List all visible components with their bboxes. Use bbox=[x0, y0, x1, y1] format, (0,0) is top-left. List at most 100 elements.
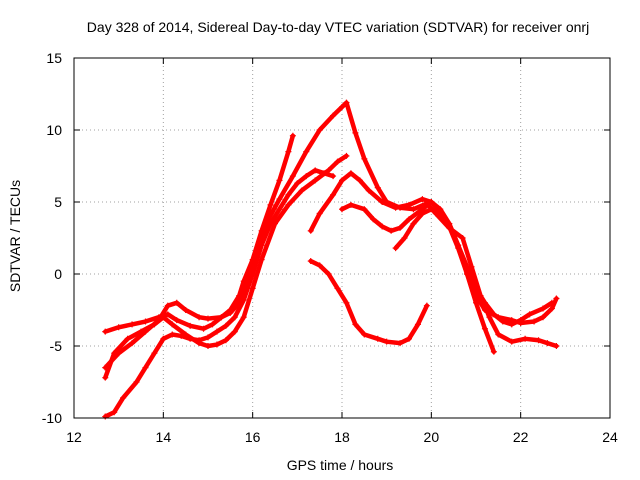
data-point-marker bbox=[459, 235, 466, 241]
data-point-marker bbox=[410, 220, 417, 227]
data-point-marker bbox=[339, 177, 345, 184]
data-point-marker bbox=[173, 317, 180, 324]
data-point-marker bbox=[339, 206, 345, 213]
data-point-marker bbox=[240, 296, 247, 303]
data-point-marker bbox=[397, 340, 404, 347]
data-point-marker bbox=[490, 348, 497, 355]
data-point-marker bbox=[285, 191, 292, 198]
data-point-marker bbox=[352, 129, 359, 136]
data-point-marker bbox=[276, 196, 283, 203]
data-point-marker bbox=[428, 199, 435, 205]
data-point-marker bbox=[249, 285, 256, 292]
data-point-marker bbox=[249, 271, 256, 277]
data-point-marker bbox=[155, 317, 162, 324]
data-point-marker bbox=[392, 245, 399, 252]
data-point-marker bbox=[227, 309, 234, 316]
data-point-marker bbox=[303, 173, 310, 180]
data-point-marker bbox=[187, 322, 194, 329]
data-point-marker bbox=[307, 227, 314, 234]
data-point-marker bbox=[370, 216, 377, 223]
data-point-marker bbox=[316, 262, 323, 269]
x-axis-label: GPS time / hours bbox=[287, 457, 394, 473]
series-track-8 bbox=[392, 206, 497, 355]
y-tick-label: 0 bbox=[54, 266, 62, 282]
data-point-marker bbox=[316, 210, 323, 217]
data-point-marker bbox=[164, 311, 171, 318]
data-point-marker bbox=[182, 307, 189, 313]
y-axis-label: SDTVAR / TECUs bbox=[7, 180, 23, 292]
data-point-marker bbox=[517, 317, 524, 324]
data-point-marker bbox=[294, 180, 301, 187]
data-point-marker bbox=[361, 331, 368, 338]
data-point-marker bbox=[428, 206, 435, 213]
data-point-marker bbox=[419, 210, 426, 217]
data-point-marker bbox=[548, 299, 555, 306]
data-point-marker bbox=[374, 335, 381, 342]
series-track-7 bbox=[307, 258, 430, 347]
y-tick-label: -5 bbox=[50, 338, 63, 354]
data-point-marker bbox=[196, 314, 203, 321]
data-point-marker bbox=[115, 350, 122, 357]
data-point-marker bbox=[379, 199, 386, 205]
data-point-marker bbox=[222, 337, 229, 344]
data-point-marker bbox=[102, 413, 109, 420]
data-point-marker bbox=[115, 324, 122, 331]
data-point-marker bbox=[169, 321, 176, 328]
data-point-marker bbox=[410, 206, 417, 213]
data-point-marker bbox=[142, 328, 149, 335]
y-tick-label: 5 bbox=[54, 194, 62, 210]
data-point-marker bbox=[213, 328, 220, 335]
data-point-marker bbox=[414, 321, 421, 328]
data-point-marker bbox=[481, 307, 488, 313]
data-point-marker bbox=[178, 332, 185, 339]
data-point-marker bbox=[200, 325, 207, 332]
series-track-6 bbox=[339, 199, 555, 328]
data-point-marker bbox=[267, 220, 274, 227]
data-point-marker bbox=[303, 148, 310, 155]
data-point-marker bbox=[540, 305, 546, 312]
series-line bbox=[103, 133, 296, 334]
data-point-marker bbox=[289, 132, 296, 139]
data-point-marker bbox=[129, 321, 136, 328]
data-point-marker bbox=[330, 173, 337, 180]
data-point-marker bbox=[481, 299, 488, 306]
data-point-marker bbox=[343, 299, 350, 306]
data-point-marker bbox=[419, 196, 426, 203]
data-point-marker bbox=[473, 299, 479, 306]
data-point-marker bbox=[142, 318, 149, 325]
data-point-marker bbox=[133, 379, 140, 385]
data-point-marker bbox=[347, 170, 354, 177]
data-point-marker bbox=[406, 216, 412, 223]
data-point-marker bbox=[437, 209, 444, 216]
data-point-marker bbox=[276, 177, 283, 184]
data-point-marker bbox=[111, 409, 118, 416]
data-point-marker bbox=[240, 314, 247, 321]
data-point-marker bbox=[526, 311, 533, 318]
data-point-marker bbox=[124, 335, 131, 342]
data-point-marker bbox=[205, 343, 211, 349]
series-track-4 bbox=[102, 167, 337, 420]
data-point-marker bbox=[365, 187, 372, 194]
axis-ticks: 12 14 16 18 20 22 24 -10 -5 0 5 10 15 bbox=[42, 50, 618, 445]
data-point-marker bbox=[218, 314, 225, 321]
series-line bbox=[393, 206, 497, 355]
data-point-marker bbox=[325, 271, 332, 277]
y-tick-label: -10 bbox=[42, 410, 62, 426]
data-point-marker bbox=[343, 99, 350, 106]
data-point-marker bbox=[164, 302, 171, 309]
data-point-marker bbox=[334, 158, 341, 165]
data-point-marker bbox=[401, 235, 408, 241]
data-point-marker bbox=[392, 204, 399, 211]
data-point-marker bbox=[343, 152, 350, 159]
data-point-marker bbox=[258, 256, 265, 263]
data-point-marker bbox=[406, 335, 412, 342]
data-point-marker bbox=[540, 314, 546, 321]
data-point-marker bbox=[196, 337, 203, 344]
chart-title: Day 328 of 2014, Sidereal Day-to-day VTE… bbox=[87, 19, 589, 35]
data-point-marker bbox=[102, 328, 109, 335]
data-point-marker bbox=[388, 227, 395, 234]
x-tick-label: 22 bbox=[513, 429, 529, 445]
data-point-marker bbox=[316, 127, 323, 133]
data-point-marker bbox=[330, 191, 337, 198]
